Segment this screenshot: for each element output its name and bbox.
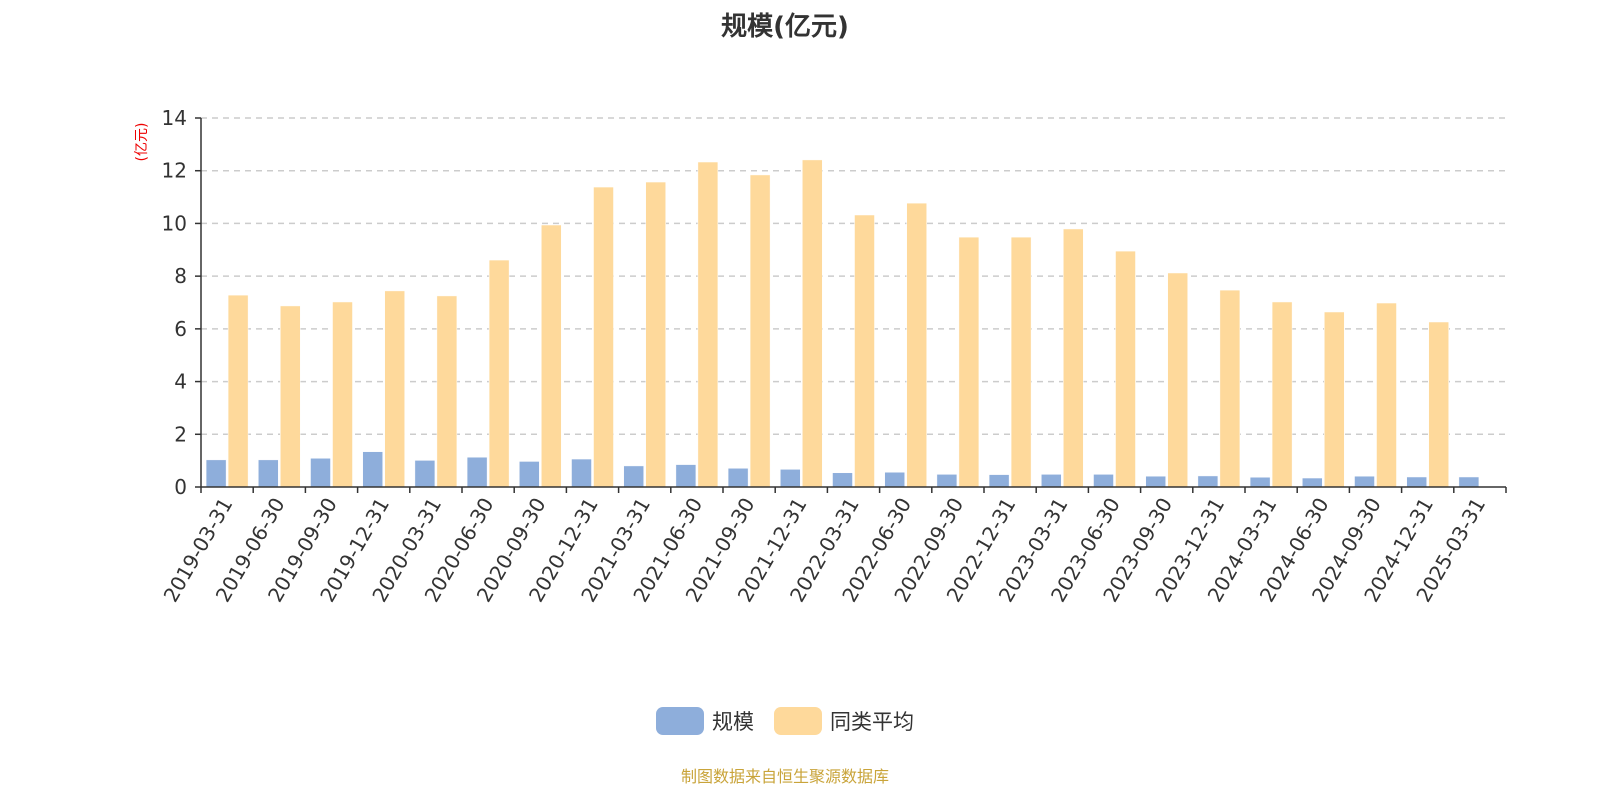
bar-scale xyxy=(780,469,801,488)
bar-scale xyxy=(1197,475,1219,488)
bar-peer-average xyxy=(854,214,875,488)
bar-scale xyxy=(884,471,905,488)
bar-peer-average xyxy=(1376,302,1397,488)
bar-scale xyxy=(988,474,1010,488)
bar-scale xyxy=(1406,476,1427,488)
bar-scale xyxy=(362,451,383,488)
bar-scale xyxy=(519,461,540,488)
bar-peer-average xyxy=(697,161,719,488)
bar-scale xyxy=(414,460,436,488)
bar-peer-average xyxy=(645,181,666,488)
bar-peer-average xyxy=(384,290,405,488)
bar-scale xyxy=(727,468,749,488)
bar-scale xyxy=(205,459,227,488)
bar-peer-average xyxy=(332,301,353,488)
bar-peer-average xyxy=(958,236,980,488)
bar-scale xyxy=(1041,474,1062,488)
bar-peer-average xyxy=(1271,301,1293,488)
y-tick-label: 2 xyxy=(174,422,187,446)
chart-title: 规模(亿元) xyxy=(721,12,849,42)
legend-item-scale[interactable]: 规模 xyxy=(656,706,754,736)
bar-peer-average xyxy=(436,295,458,488)
bar-peer-average xyxy=(227,294,249,488)
bar-peer-average xyxy=(1428,321,1449,488)
bar-scale xyxy=(1354,475,1375,488)
bar-scale xyxy=(832,472,853,488)
legend: 规模 同类平均 xyxy=(0,706,1570,736)
bar-peer-average xyxy=(749,174,771,488)
legend-swatch-peer-average xyxy=(774,707,822,735)
bar-scale xyxy=(1093,474,1114,488)
y-axis-label: (亿元) xyxy=(134,123,150,162)
y-tick-label: 8 xyxy=(174,264,187,288)
y-tick-label: 6 xyxy=(174,317,187,341)
bar-scale xyxy=(310,458,331,488)
bar-scale xyxy=(623,465,644,488)
bar-scale xyxy=(1249,476,1271,488)
legend-swatch-scale xyxy=(656,707,704,735)
bar-scale xyxy=(1302,477,1323,488)
bar-peer-average xyxy=(488,259,510,488)
bar-peer-average xyxy=(541,224,562,488)
legend-item-peer-average[interactable]: 同类平均 xyxy=(774,706,914,736)
y-tick-label: 10 xyxy=(162,211,187,235)
bar-peer-average xyxy=(1063,228,1084,488)
legend-label-scale: 规模 xyxy=(712,710,754,734)
bar-peer-average xyxy=(1167,272,1188,488)
bar-peer-average xyxy=(593,186,614,488)
bar-scale xyxy=(571,458,592,488)
bar-peer-average xyxy=(280,305,301,488)
bar-scale xyxy=(466,456,488,488)
bar-peer-average xyxy=(1010,236,1032,488)
bar-peer-average xyxy=(906,202,927,488)
bar-scale xyxy=(1145,475,1166,488)
data-source-note: 制图数据来自恒生聚源数据库 xyxy=(680,767,889,786)
bar-peer-average xyxy=(1115,250,1136,488)
y-tick-label: 4 xyxy=(174,370,187,394)
bar-scale xyxy=(258,459,279,488)
bar-scale xyxy=(936,474,958,488)
bar-peer-average xyxy=(1219,289,1241,488)
bar-scale xyxy=(1458,476,1480,488)
y-tick-label: 14 xyxy=(162,106,187,130)
bar-peer-average xyxy=(1324,311,1345,488)
bar-scale xyxy=(675,464,697,488)
legend-label-peer-average: 同类平均 xyxy=(830,710,914,734)
y-tick-label: 12 xyxy=(162,159,187,183)
y-tick-label: 0 xyxy=(174,475,187,499)
bar-peer-average xyxy=(802,159,823,488)
